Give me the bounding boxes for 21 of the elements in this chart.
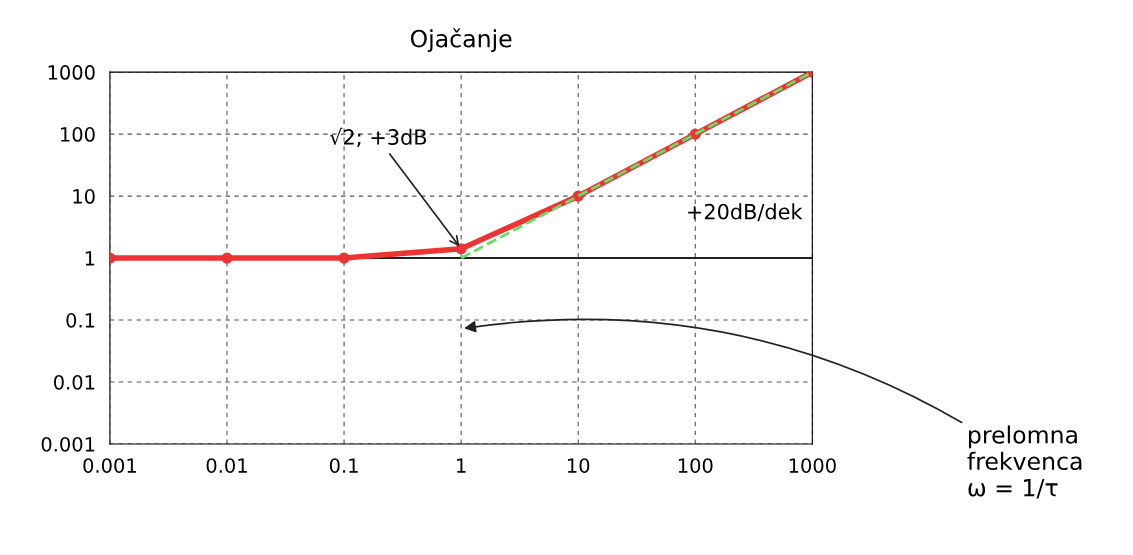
x-tick-label: 0.01 bbox=[206, 458, 247, 473]
y-tick-label: 0.1 bbox=[66, 313, 95, 328]
point bbox=[455, 243, 467, 255]
chart-title: Ojačanje bbox=[410, 28, 512, 53]
point bbox=[338, 252, 350, 264]
y-tick-label: 0.01 bbox=[54, 374, 95, 390]
x-tick-label: 1 bbox=[457, 458, 466, 473]
annotation: +20dB/dek bbox=[688, 203, 803, 222]
point bbox=[221, 252, 233, 264]
x-tick-label: 0.001 bbox=[83, 458, 136, 473]
y-tick-label: 100 bbox=[61, 127, 95, 142]
x-tick-label: 1000 bbox=[789, 458, 836, 473]
x-tick-label: 0.1 bbox=[329, 458, 358, 473]
y-tick-label: 1 bbox=[85, 251, 95, 266]
text: prelomna frekvenca ω = 1/τ bbox=[967, 425, 1082, 499]
x-tick-label: 10 bbox=[567, 458, 590, 473]
x-tick-label: 100 bbox=[678, 458, 713, 473]
y-tick-label: 10 bbox=[73, 189, 95, 204]
y-tick-label: 0.001 bbox=[41, 436, 95, 452]
y-tick-label: 1000 bbox=[48, 65, 95, 80]
annotation: √2; +3dB bbox=[329, 127, 427, 148]
